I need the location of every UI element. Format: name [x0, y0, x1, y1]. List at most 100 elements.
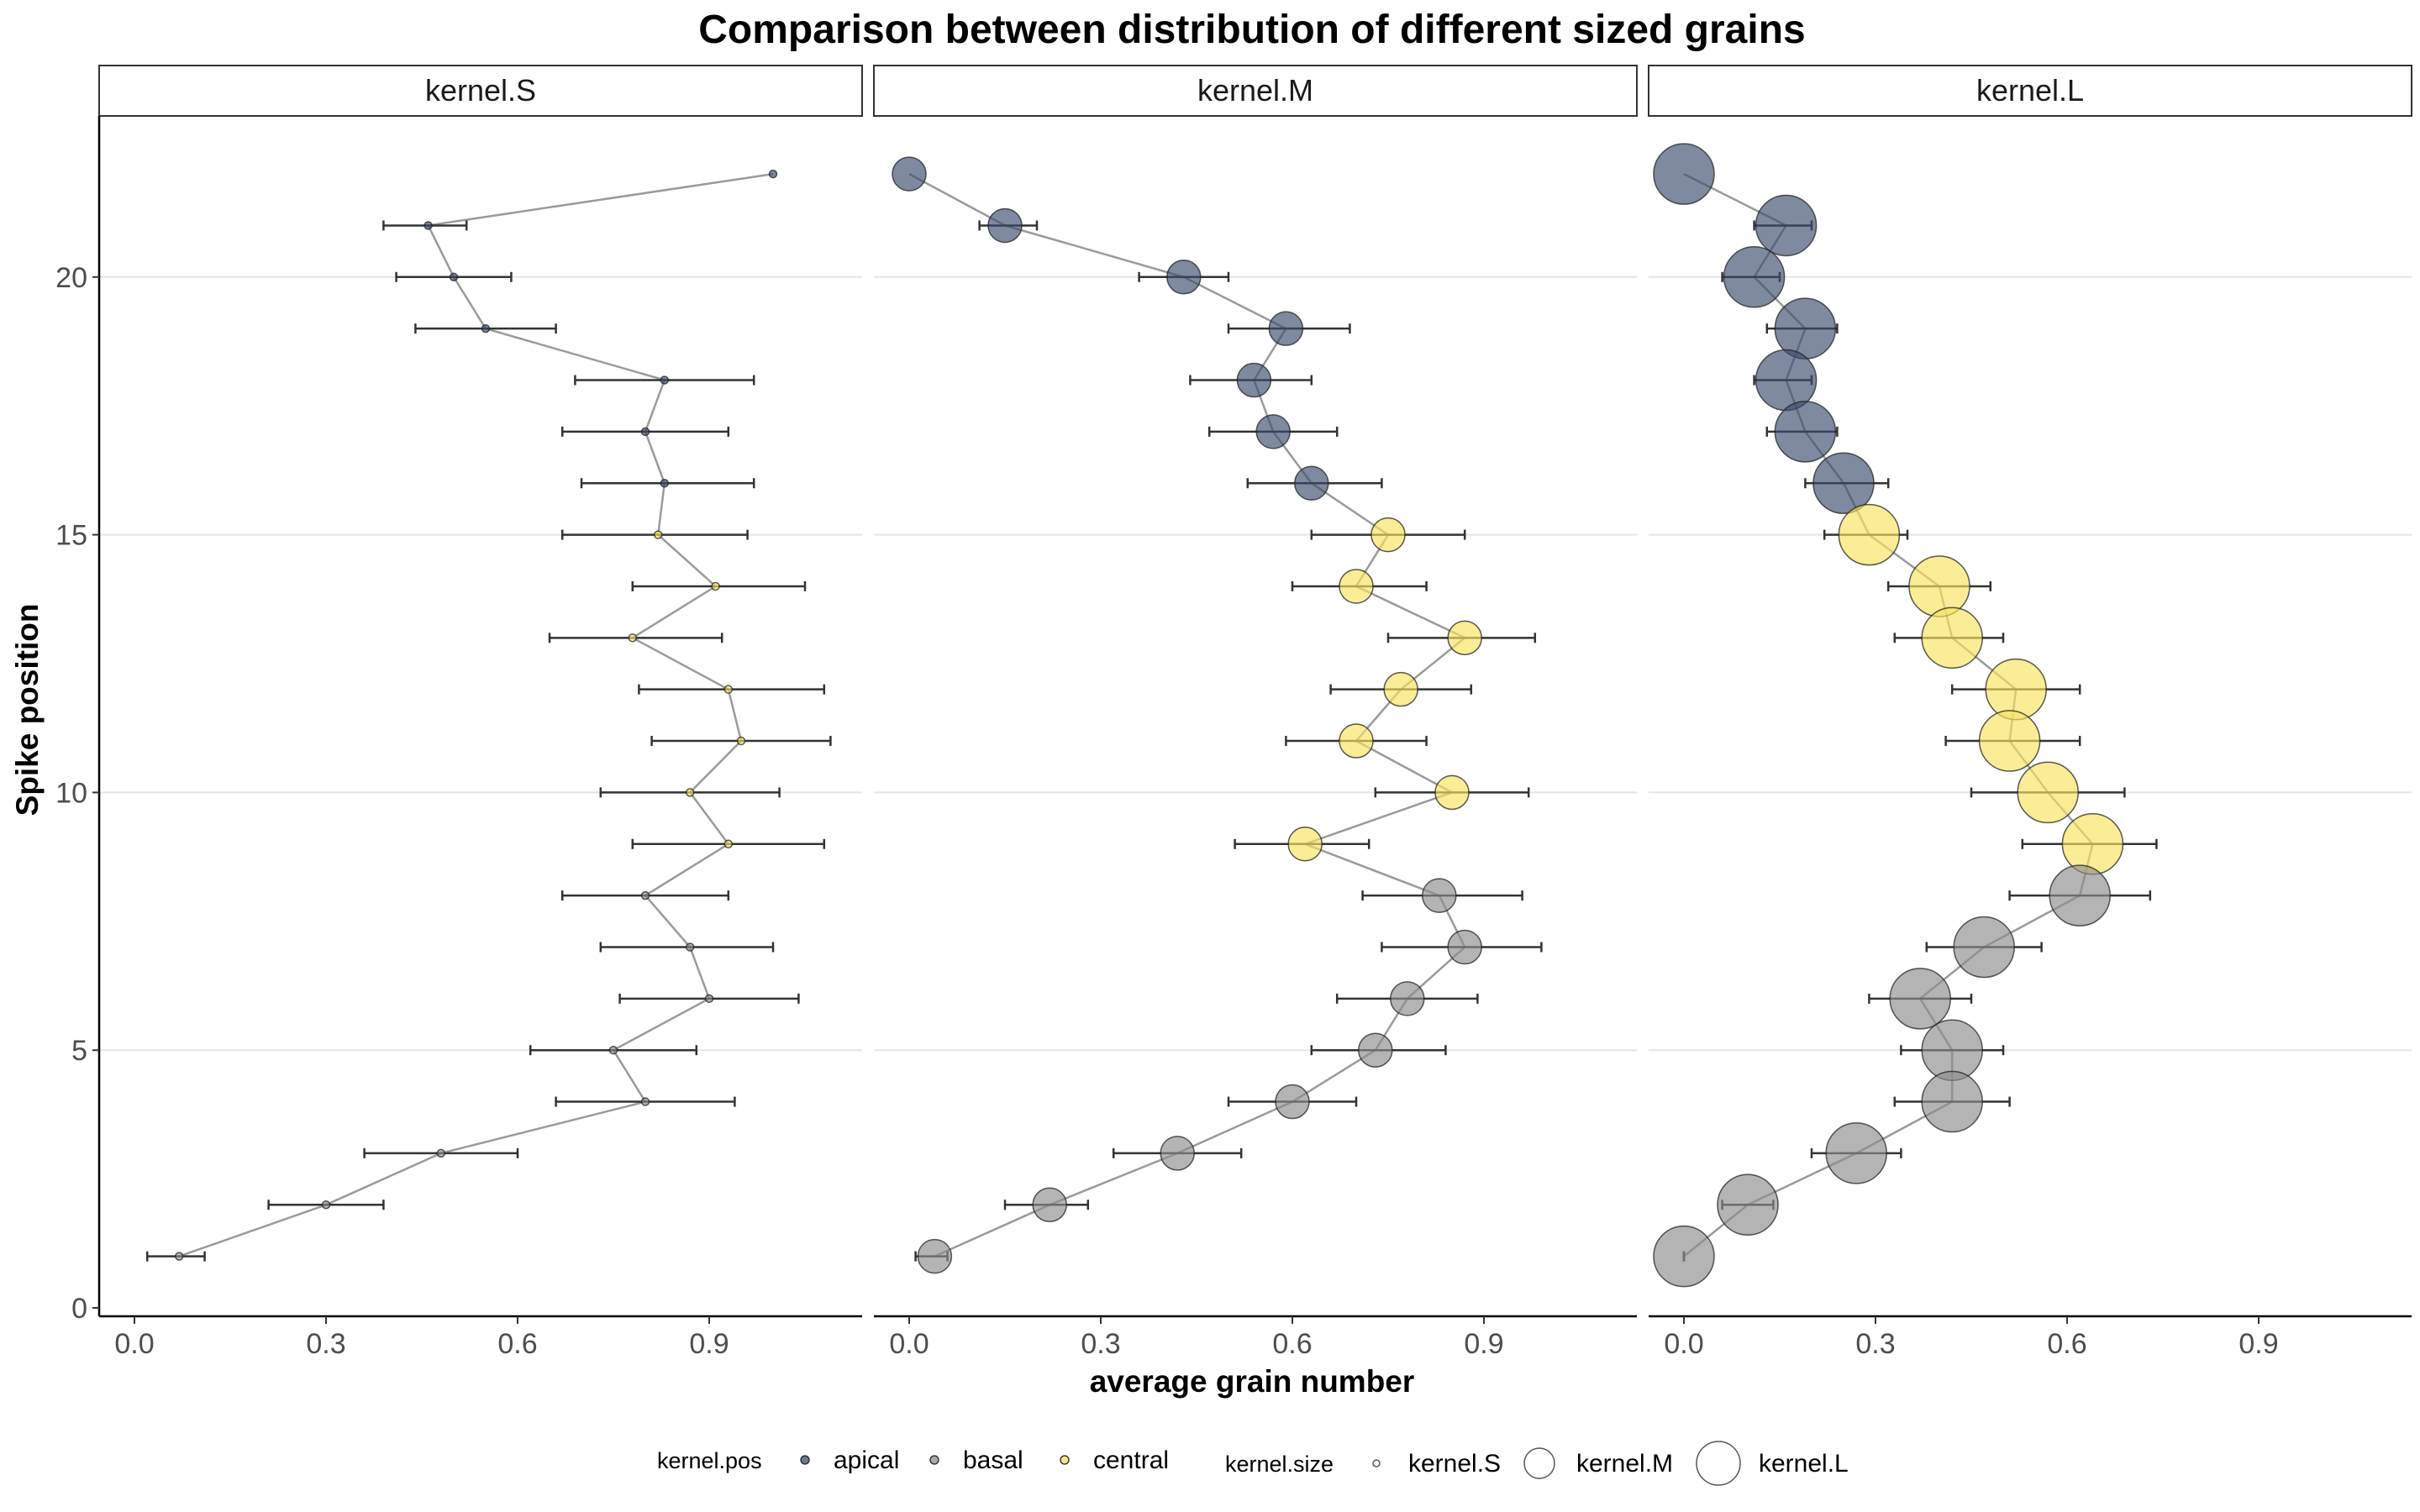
series-line [908, 172, 1467, 1257]
x-tick-label: 0.9 [689, 1328, 729, 1360]
x-tick-label: 0.6 [497, 1328, 537, 1360]
data-point-apical [1774, 401, 1837, 463]
data-point-central [1921, 606, 1983, 669]
data-point-apical [892, 156, 927, 192]
data-point-central [1908, 555, 1970, 617]
data-point-central [1287, 827, 1323, 862]
x-tick-label: 0.6 [2047, 1328, 2086, 1360]
series-line [178, 172, 774, 1257]
data-point-central [1978, 710, 2041, 772]
legend-size-title: kernel.size [1225, 1452, 1334, 1477]
data-point-apical [1268, 311, 1304, 346]
data-point-basal [174, 1252, 184, 1261]
panel-kernel-S: kernel.S 0 5 10 15 20 0.0 0.3 0.6 0.9 [55, 65, 863, 1360]
data-point-apical [768, 169, 778, 179]
data-point-central [1370, 517, 1406, 553]
legend-key-apical [800, 1455, 810, 1465]
data-point-basal [1390, 981, 1425, 1016]
legend-label-basal: basal [963, 1446, 1023, 1474]
data-point-basal [1717, 1173, 1779, 1236]
data-point-basal [1358, 1032, 1393, 1068]
legend-pos-title: kernel.pos [657, 1448, 762, 1473]
facet-strip [98, 65, 863, 117]
data-point-basal [640, 890, 650, 900]
legend-key-kernel-L [1696, 1441, 1741, 1486]
data-point-central [2017, 761, 2079, 824]
y-tick-label: 5 [71, 1035, 87, 1067]
legend-label-central: central [1093, 1446, 1169, 1474]
facet-strip-label: kernel.S [425, 73, 536, 108]
data-point-basal [436, 1148, 446, 1158]
data-point-central [736, 736, 746, 746]
legend-label-kernel-M: kernel.M [1576, 1450, 1673, 1478]
data-point-apical [1255, 414, 1291, 449]
data-point-apical [1723, 246, 1786, 308]
data-point-central [1447, 620, 1482, 656]
data-point-basal [1825, 1122, 1887, 1184]
data-point-central [723, 685, 734, 694]
data-point-apical [1294, 465, 1329, 501]
x-tick-label: 0.3 [1081, 1328, 1120, 1360]
x-tick-label: 0.0 [114, 1328, 154, 1360]
panel-kernel-M: kernel.M 0.0 0.3 0.6 0.9 [873, 65, 1638, 1360]
legend: kernel.pos apical basal central kernel.size k… [657, 1441, 1849, 1486]
data-point-apical [987, 207, 1023, 244]
data-point-central [1985, 658, 2047, 721]
data-point-apical [660, 375, 670, 385]
legend-key-basal [929, 1455, 939, 1465]
data-point-central [1838, 503, 1901, 566]
panels-layer: kernel.S 0 5 10 15 20 0.0 0.3 0.6 0.9 kernel.M 0.0 0… [55, 65, 2412, 1360]
data-point-apical [1812, 452, 1875, 514]
facet-strip-label: kernel.L [1976, 73, 2084, 108]
y-axis-title: Spike position [10, 604, 45, 816]
facet-strip [873, 65, 1638, 117]
data-point-basal [321, 1200, 331, 1210]
x-tick-label: 0.9 [2238, 1328, 2278, 1360]
data-point-central [628, 633, 638, 643]
data-point-central [1383, 671, 1418, 707]
facet-strip [1648, 65, 2412, 117]
data-point-basal [1953, 916, 2015, 979]
legend-key-kernel-S [1372, 1459, 1381, 1467]
data-point-central [2061, 813, 2124, 875]
data-point-basal [917, 1238, 953, 1274]
data-point-apical [1166, 260, 1202, 295]
data-point-basal [1653, 1225, 1715, 1288]
data-point-basal [1422, 878, 1457, 913]
x-tick-label: 0.3 [306, 1328, 345, 1360]
y-tick-label: 20 [55, 262, 87, 294]
data-point-apical [1653, 143, 1715, 205]
data-point-basal [1921, 1070, 1983, 1133]
legend-key-central [1060, 1455, 1070, 1465]
data-point-apical [481, 323, 491, 333]
y-tick-label: 15 [55, 520, 87, 552]
data-point-central [1434, 774, 1470, 811]
data-point-apical [660, 478, 670, 488]
x-tick-label: 0.3 [1855, 1328, 1895, 1360]
x-tick-label: 0.0 [889, 1328, 929, 1360]
facet-strip-label: kernel.M [1197, 73, 1313, 108]
x-axis-title: average grain number [1090, 1364, 1415, 1399]
data-point-apical [449, 272, 459, 282]
legend-label-apical: apical [834, 1446, 899, 1474]
y-tick-label: 0 [71, 1293, 87, 1325]
data-point-basal [640, 1097, 650, 1106]
data-point-basal [2049, 864, 2111, 927]
x-tick-label: 0.9 [1464, 1328, 1503, 1360]
data-point-apical [424, 221, 433, 230]
panel-kernel-L: kernel.L 0.0 0.3 0.6 0.9 [1648, 65, 2412, 1360]
x-tick-label: 0.6 [1272, 1328, 1312, 1360]
data-point-central [685, 788, 695, 797]
data-point-central [1339, 723, 1374, 759]
data-point-basal [704, 994, 714, 1004]
legend-label-kernel-S: kernel.S [1408, 1450, 1501, 1478]
data-point-basal [1447, 929, 1482, 965]
data-point-central [653, 530, 663, 539]
data-point-central [711, 581, 720, 591]
y-tick-label: 10 [55, 777, 87, 809]
legend-label-kernel-L: kernel.L [1759, 1450, 1849, 1478]
data-point-basal [1160, 1136, 1195, 1171]
data-point-basal [1032, 1187, 1067, 1223]
data-point-apical [1754, 194, 1818, 257]
